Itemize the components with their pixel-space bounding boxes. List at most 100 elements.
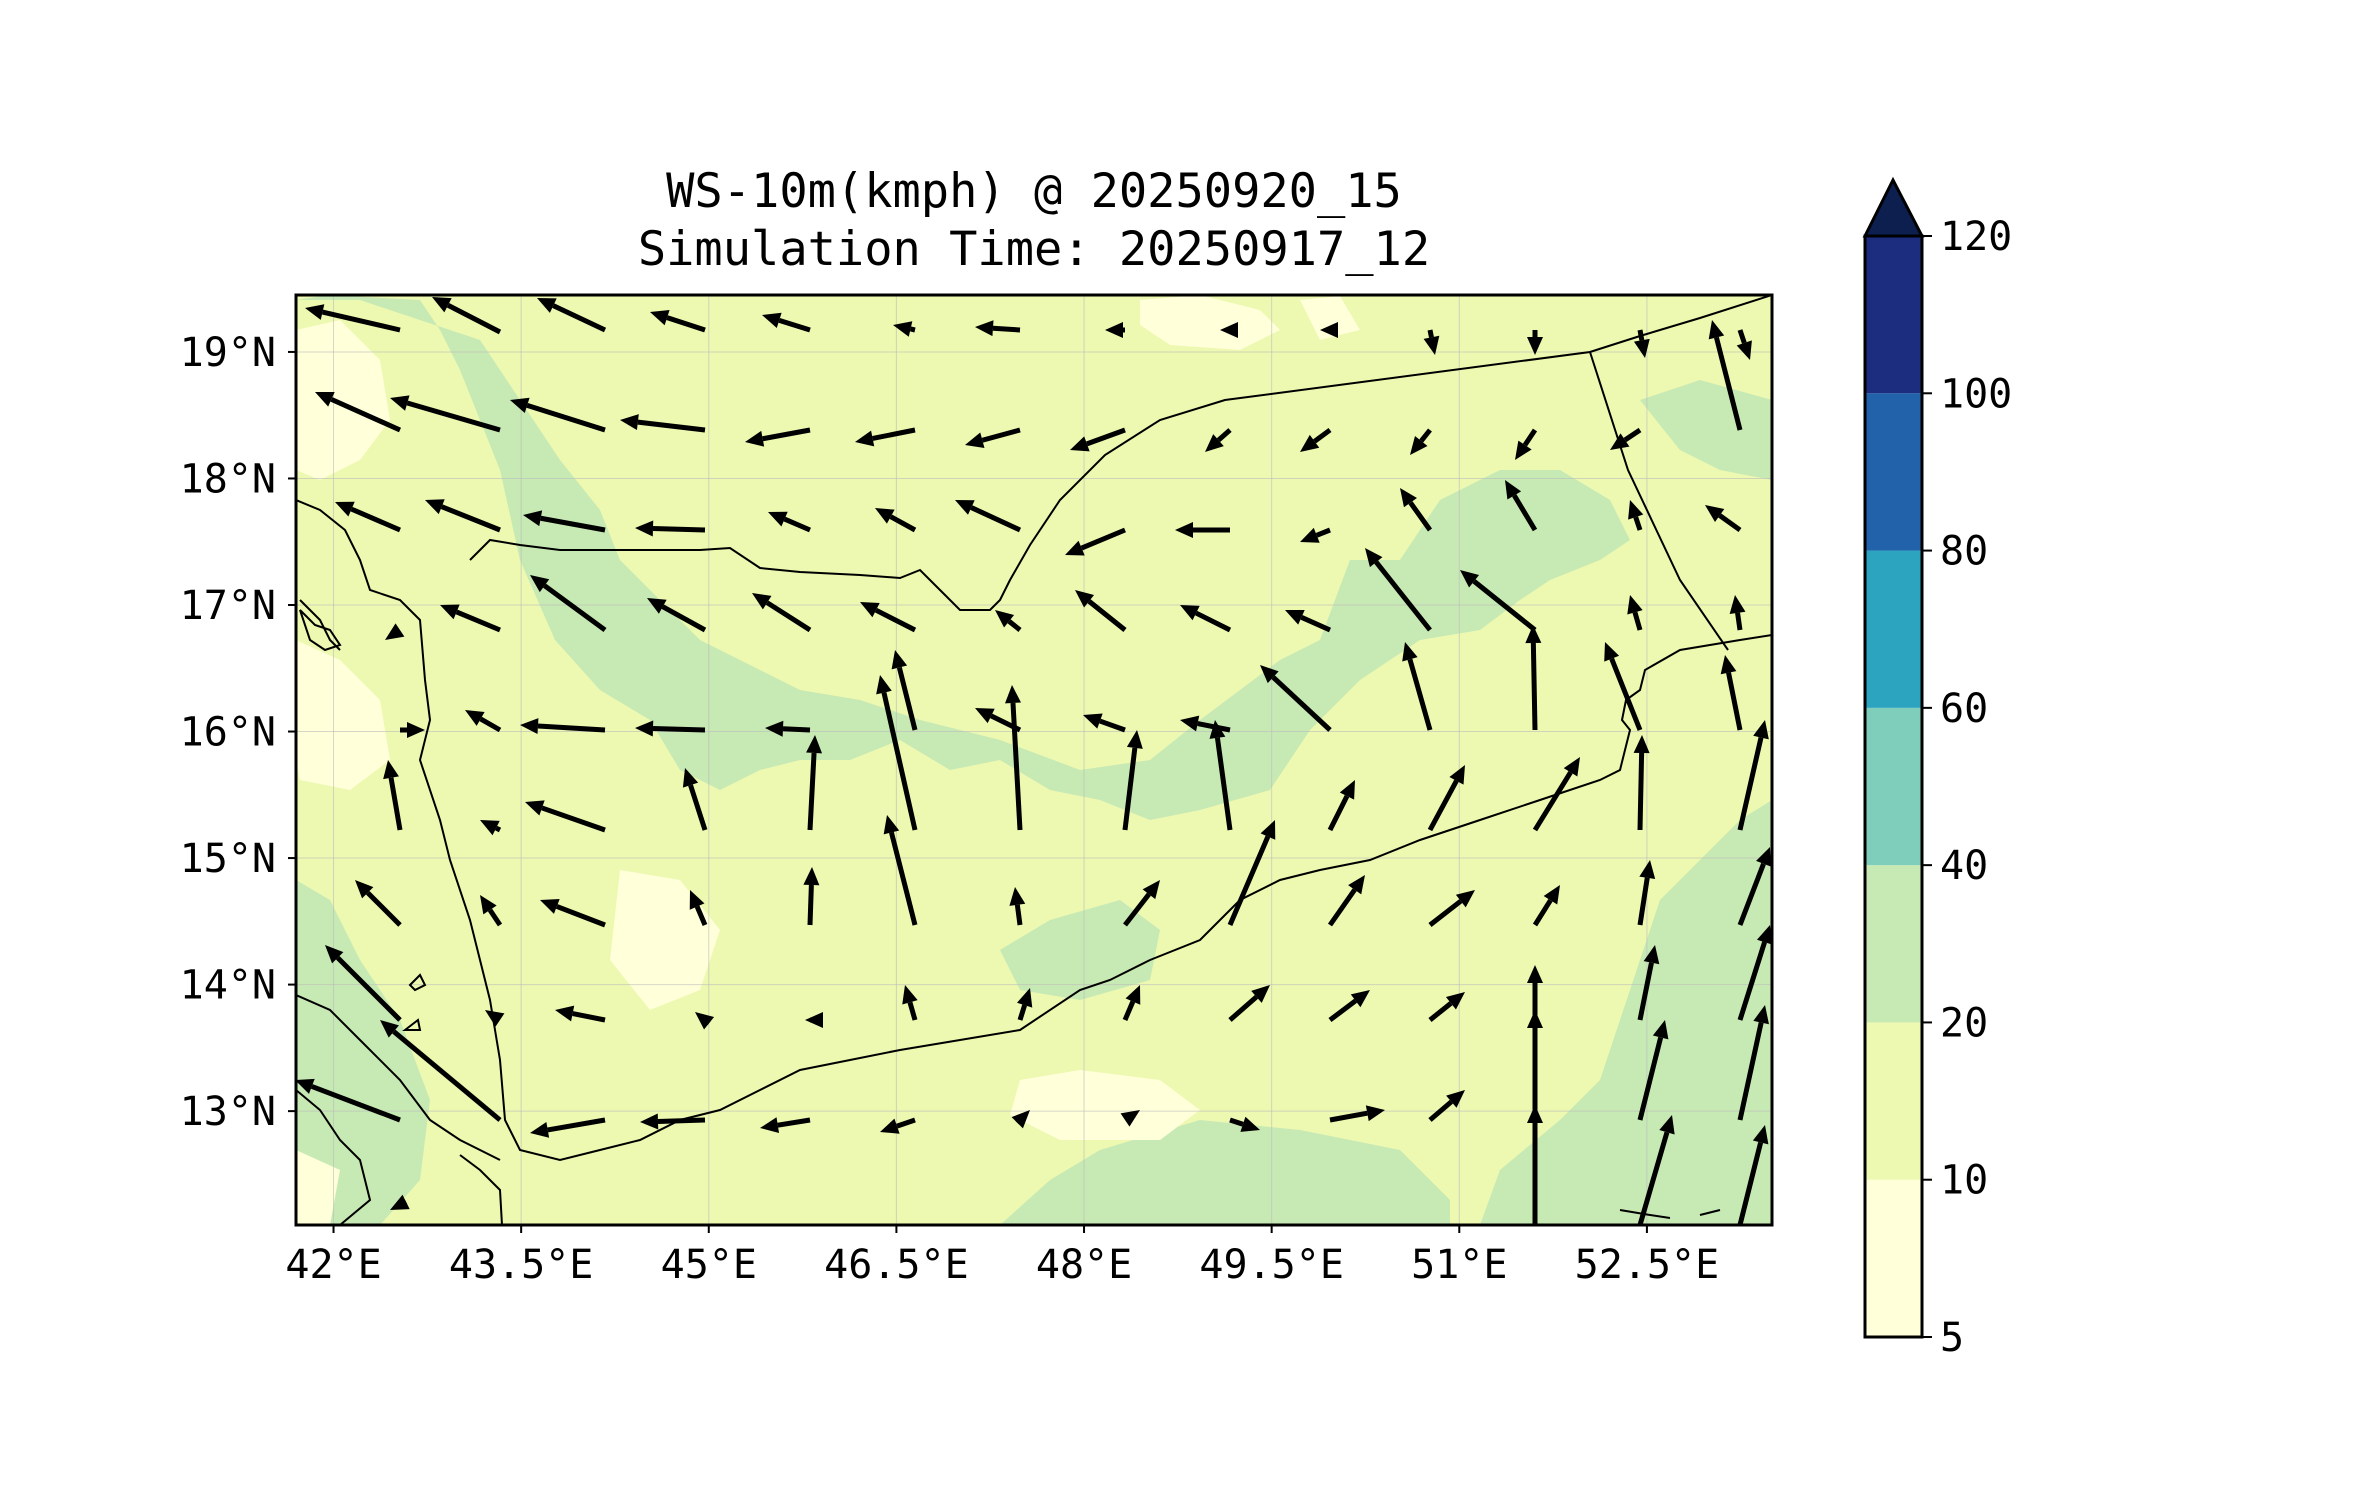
- wind-arrow: [765, 720, 811, 737]
- wind-arrow: [752, 593, 812, 633]
- x-tick-label: 48°E: [1036, 1242, 1132, 1288]
- border-line: [1619, 1209, 1671, 1219]
- wind-arrow: [537, 298, 607, 333]
- wind-arrow: [380, 1020, 502, 1122]
- wind-arrow: [1065, 527, 1126, 556]
- wind-arrow: [880, 1117, 916, 1134]
- wind-arrow: [1320, 322, 1338, 338]
- wind-arrow: [1708, 320, 1743, 431]
- border-line: [299, 599, 341, 651]
- wind-arrow: [523, 510, 606, 533]
- colorbar-tick-label: 100: [1940, 371, 2012, 417]
- colorbar-tick-label: 120: [1940, 214, 2012, 260]
- wind-arrow: [485, 1010, 505, 1027]
- wind-arrow: [1070, 427, 1126, 452]
- wind-arrow: [530, 1117, 606, 1138]
- wind-arrow: [1300, 527, 1331, 543]
- wind-arrow: [682, 768, 708, 831]
- wind-arrow: [1527, 330, 1543, 355]
- wind-arrow: [1205, 428, 1232, 452]
- border-line: [296, 1089, 372, 1225]
- wind-arrow: [1515, 428, 1538, 460]
- wind-arrow: [325, 945, 402, 1022]
- wind-arrow: [1009, 887, 1026, 926]
- wind-arrow: [1604, 642, 1643, 731]
- map-subtitle: Simulation Time: 20250917_12: [637, 222, 1431, 277]
- wind-arrow: [480, 895, 503, 927]
- wind-arrow: [510, 397, 606, 433]
- wind-arrow: [1633, 735, 1650, 831]
- wind-zone-20-40: [296, 295, 1630, 820]
- wind-arrow: [1527, 1105, 1543, 1225]
- wind-arrow: [647, 598, 707, 633]
- wind-arrow: [1637, 860, 1656, 926]
- wind-arrow: [745, 427, 811, 447]
- border-line: [1589, 351, 1729, 651]
- wind-arrow: [1637, 1020, 1669, 1121]
- colorbar-tick-label: 60: [1940, 686, 1988, 732]
- longitude-axis: 42°E 43.5°E 45°E 46.5°E 48°E 49.5°E 51°E 52.5°E: [285, 1225, 1719, 1288]
- colorbar-segment: [1865, 393, 1922, 551]
- wind-arrow: [1729, 595, 1746, 631]
- wind-arrow: [1327, 875, 1365, 927]
- wind-arrow: [1720, 655, 1743, 731]
- wind-zone-5-10: [1300, 296, 1360, 340]
- wind-arrow: [689, 890, 708, 926]
- wind-arrow: [385, 623, 405, 640]
- wind-arrow: [855, 427, 916, 447]
- wind-arrow: [876, 675, 918, 831]
- wind-arrow: [400, 722, 425, 738]
- wind-arrow: [1427, 765, 1465, 832]
- border-line: [1699, 1209, 1721, 1216]
- wind-arrow: [530, 575, 607, 633]
- border-line: [402, 1018, 422, 1031]
- wind-arrow: [465, 710, 502, 733]
- wind-arrow: [1610, 427, 1642, 450]
- wind-arrow: [1428, 890, 1475, 927]
- wind-arrow: [1209, 720, 1233, 831]
- wind-arrow: [955, 500, 1022, 533]
- border-line: [408, 973, 427, 992]
- wind-arrow: [1628, 500, 1644, 531]
- wind-arrow: [425, 499, 501, 533]
- wind-arrow: [1532, 885, 1560, 927]
- colorbar-tick-label: 80: [1940, 529, 1988, 575]
- wind-arrow: [1122, 985, 1141, 1021]
- wind-arrow: [1083, 713, 1126, 733]
- wind-arrow: [1637, 1115, 1675, 1225]
- wind-arrow: [1220, 322, 1238, 338]
- wind-speed-20-40-zones: [296, 295, 1772, 1225]
- wind-arrow: [1410, 428, 1432, 455]
- wind-arrow: [1329, 1105, 1385, 1123]
- wind-arrow: [1705, 505, 1742, 533]
- wind-arrow: [1328, 990, 1370, 1022]
- colorbar-tick-label: 5: [1940, 1315, 1964, 1361]
- wind-zone-5-10: [296, 320, 390, 480]
- coastlines-and-borders: [296, 295, 1772, 1225]
- wind-arrow: [975, 320, 1021, 337]
- wind-arrow: [1402, 642, 1433, 731]
- wind-zone-5-10: [1140, 295, 1280, 350]
- wind-arrow: [1122, 730, 1143, 831]
- y-tick-label: 14°N: [180, 963, 276, 1009]
- wind-zone-20-40: [1480, 800, 1772, 1225]
- wind-arrow: [1228, 985, 1270, 1022]
- wind-zone-20-40: [296, 880, 430, 1225]
- wind-arrow: [1627, 595, 1643, 631]
- wind-arrow: [640, 1113, 706, 1130]
- wind-arrow: [1123, 880, 1160, 927]
- wind-arrow: [805, 1012, 823, 1028]
- wind-arrow: [995, 610, 1022, 632]
- wind-arrow: [1105, 322, 1125, 338]
- colorbar-tick-label: 20: [1940, 1000, 1988, 1046]
- y-tick-label: 17°N: [180, 583, 276, 629]
- y-tick-label: 15°N: [180, 836, 276, 882]
- wind-arrow: [1737, 1005, 1769, 1121]
- wind-arrow: [383, 760, 403, 831]
- wind-arrow: [1505, 480, 1538, 532]
- wind-arrow: [806, 735, 823, 831]
- colorbar-segment: [1865, 550, 1922, 708]
- wind-zone-5-10: [1010, 1070, 1200, 1140]
- colorbar-segments: [1865, 236, 1922, 1337]
